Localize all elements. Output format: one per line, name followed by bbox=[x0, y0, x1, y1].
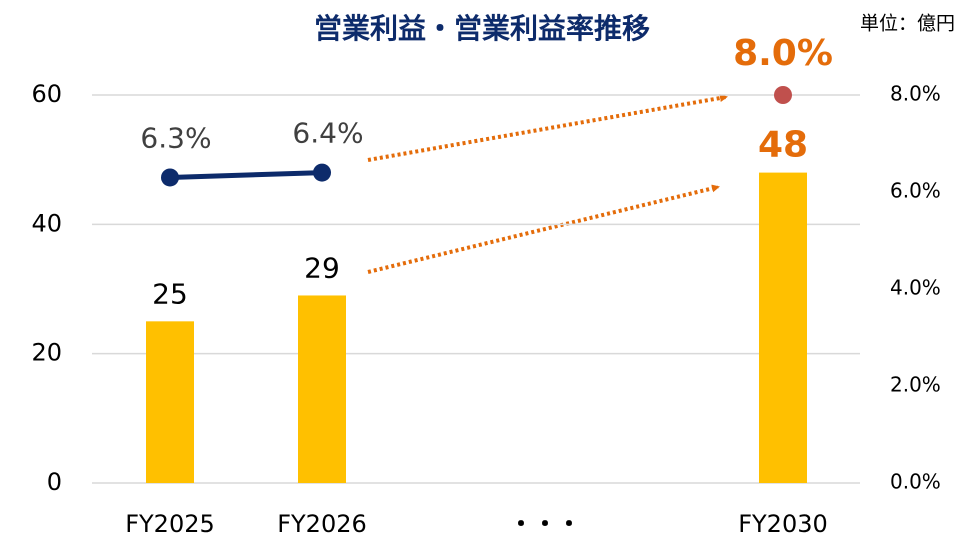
chart-title: 営業利益・営業利益率推移 bbox=[314, 12, 650, 45]
y-tick-label: 60 bbox=[31, 80, 62, 108]
y2-tick-label: 2.0% bbox=[890, 373, 941, 397]
x-tick-label: FY2030 bbox=[738, 510, 828, 538]
y2-tick-label: 0.0% bbox=[890, 470, 941, 494]
line-point bbox=[313, 163, 331, 182]
bar bbox=[298, 295, 346, 483]
y-tick-label: 20 bbox=[31, 339, 62, 367]
trend-arrow bbox=[367, 94, 728, 162]
y-tick-label: 0 bbox=[47, 468, 62, 496]
x-tick-label: ・・・ bbox=[509, 510, 581, 538]
unit-label: 単位：億円 bbox=[860, 13, 955, 35]
y-tick-label: 40 bbox=[31, 209, 62, 237]
bar-value-label: 25 bbox=[152, 277, 188, 310]
y2-tick-label: 6.0% bbox=[890, 179, 941, 203]
x-tick-label: FY2026 bbox=[277, 510, 367, 538]
line-value-label: 6.3% bbox=[140, 121, 211, 154]
bar-value-label: 29 bbox=[304, 251, 340, 284]
line-value-label: 8.0% bbox=[733, 33, 833, 74]
line-point bbox=[161, 168, 179, 187]
y2-tick-label: 8.0% bbox=[890, 82, 941, 106]
line bbox=[170, 95, 783, 177]
line-point bbox=[774, 86, 792, 104]
bar bbox=[146, 321, 194, 483]
trend-arrow bbox=[367, 184, 720, 274]
bar bbox=[759, 172, 807, 483]
line-value-label: 6.4% bbox=[292, 117, 363, 150]
bar-value-label: 48 bbox=[758, 125, 808, 166]
y2-tick-label: 4.0% bbox=[890, 276, 941, 300]
x-tick-label: FY2025 bbox=[125, 510, 215, 538]
